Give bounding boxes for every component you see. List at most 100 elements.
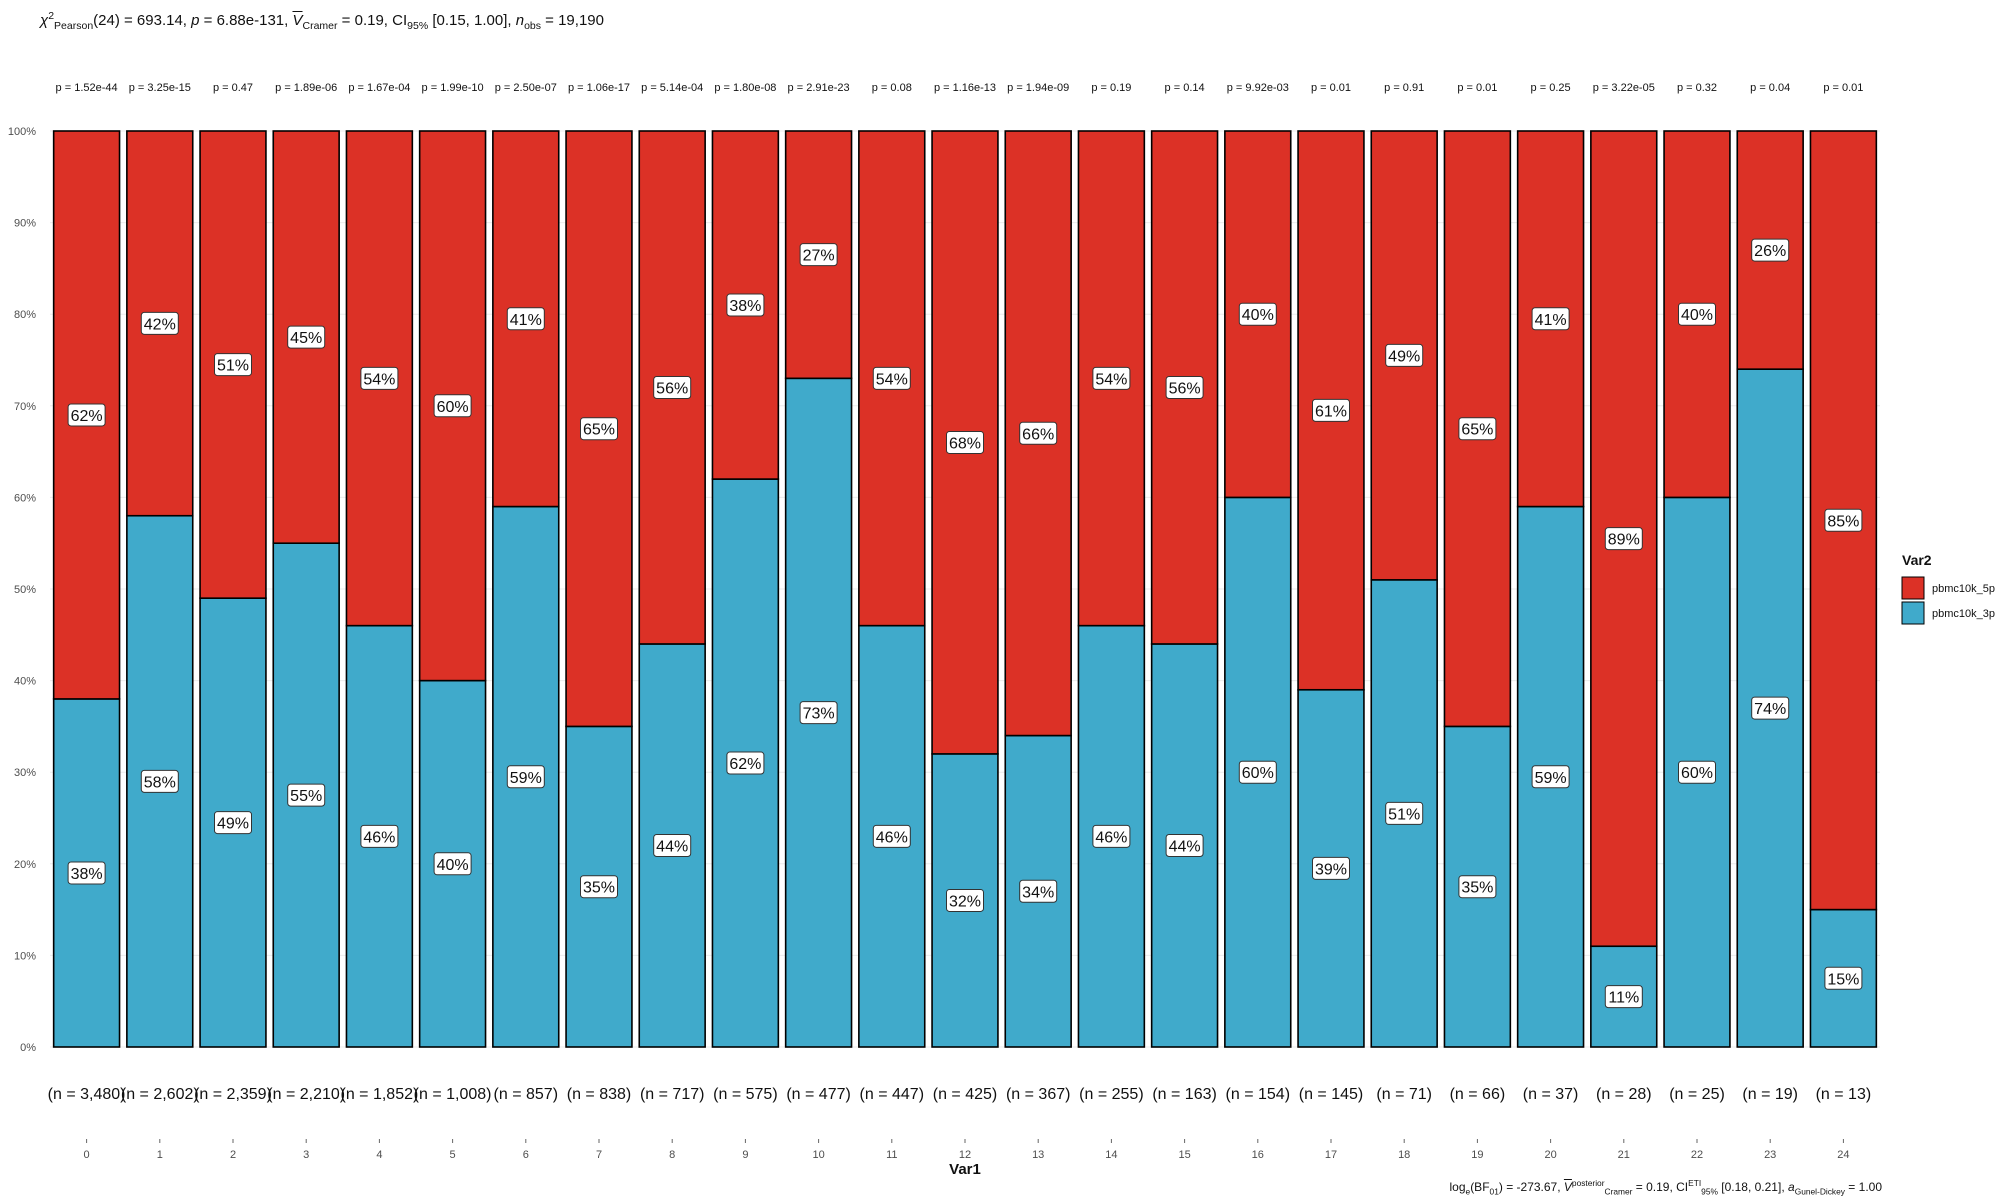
p-value-label: p = 1.06e-17 — [568, 82, 630, 94]
p-value-label: p = 1.16e-13 — [934, 82, 996, 94]
data-label-pbmc10k_3p-box — [1385, 801, 1424, 825]
data-label-pbmc10k_3p-box — [1165, 833, 1204, 857]
data-label-pbmc10k_3p: 60% — [1242, 765, 1274, 782]
y-tick-label: 10% — [14, 950, 36, 962]
data-label-pbmc10k_3p: 46% — [876, 829, 908, 846]
data-label-pbmc10k_5p-box — [67, 403, 106, 427]
n-label: (n = 19) — [1742, 1086, 1798, 1103]
data-label-pbmc10k_3p: 62% — [729, 756, 761, 773]
legend-label: pbmc10k_5p — [1932, 583, 1995, 595]
p-value-label: p = 0.01 — [1457, 82, 1497, 94]
data-label-pbmc10k_5p-box — [214, 353, 252, 377]
chart-caption: loge(BF01) = -273.67, VposteriorCramer =… — [1449, 1178, 1883, 1197]
x-tick-label: 13 — [1032, 1149, 1044, 1161]
bar-segment-pbmc10k_3p — [858, 624, 926, 1048]
x-tick-label: 3 — [303, 1149, 309, 1161]
data-label-pbmc10k_5p-box — [140, 311, 179, 335]
data-label-pbmc10k_3p-box — [580, 875, 618, 899]
p-value-label: p = 0.91 — [1384, 82, 1424, 94]
x-tick-label: 22 — [1691, 1149, 1703, 1161]
p-value-label: p = 0.32 — [1677, 82, 1717, 94]
data-label-pbmc10k_5p: 26% — [1754, 243, 1786, 260]
data-label-pbmc10k_3p-box — [360, 824, 399, 848]
y-tick-label: 30% — [14, 767, 36, 779]
n-label: (n = 66) — [1450, 1086, 1506, 1103]
data-label-pbmc10k_5p-box — [1165, 375, 1204, 399]
data-label-pbmc10k_3p-box — [433, 852, 472, 876]
x-tick-label: 9 — [742, 1149, 748, 1161]
data-label-pbmc10k_3p-box — [726, 751, 765, 775]
chart-subtitle: χ2Pearson(24) = 693.14, p = 6.88e-131, V… — [40, 10, 604, 32]
p-value-label: p = 0.01 — [1823, 82, 1863, 94]
n-label: (n = 425) — [933, 1086, 997, 1103]
data-label-pbmc10k_3p: 38% — [71, 866, 103, 883]
data-label-pbmc10k_3p-box — [1678, 760, 1716, 784]
data-label-pbmc10k_5p-box — [433, 394, 472, 418]
data-label-pbmc10k_5p: 41% — [1535, 312, 1567, 329]
data-label-pbmc10k_3p: 15% — [1827, 971, 1859, 988]
p-value-label: p = 0.47 — [213, 82, 253, 94]
data-label-pbmc10k_3p: 59% — [1535, 770, 1567, 787]
data-label-pbmc10k_5p-box — [1458, 417, 1497, 441]
n-label: (n = 838) — [567, 1086, 631, 1103]
data-label-pbmc10k_3p-box — [799, 701, 838, 725]
p-value-label: p = 1.89e-06 — [275, 82, 337, 94]
x-tick-label: 24 — [1837, 1149, 1849, 1161]
data-label-pbmc10k_3p-box — [1604, 985, 1643, 1009]
x-tick-label: 20 — [1544, 1149, 1556, 1161]
n-label: (n = 3,480) — [48, 1086, 126, 1103]
data-label-pbmc10k_5p: 54% — [1095, 371, 1127, 388]
p-value-label: p = 0.01 — [1311, 82, 1351, 94]
data-label-pbmc10k_5p-box — [1531, 307, 1570, 331]
data-label-pbmc10k_5p: 89% — [1608, 532, 1640, 549]
p-value-label: p = 0.25 — [1531, 82, 1571, 94]
p-value-label: p = 1.94e-09 — [1007, 82, 1069, 94]
data-label-pbmc10k_5p: 65% — [1461, 422, 1493, 439]
data-label-pbmc10k_5p-box — [799, 243, 838, 267]
data-label-pbmc10k_3p-box — [872, 824, 911, 848]
data-label-pbmc10k_3p-box — [287, 783, 326, 807]
data-label-pbmc10k_5p: 40% — [1681, 307, 1713, 324]
data-label-pbmc10k_5p-box — [1385, 343, 1424, 367]
n-label: (n = 1,008) — [414, 1086, 492, 1103]
x-tick-label: 5 — [450, 1149, 456, 1161]
y-tick-label: 80% — [14, 309, 36, 321]
data-label-pbmc10k_5p: 68% — [949, 435, 981, 452]
data-label-pbmc10k_5p-box — [1751, 238, 1790, 262]
data-label-pbmc10k_3p: 60% — [1681, 765, 1713, 782]
data-label-pbmc10k_3p-box — [1824, 966, 1863, 990]
data-label-pbmc10k_3p-box — [1751, 696, 1790, 720]
data-label-pbmc10k_3p: 35% — [1461, 880, 1493, 897]
data-label-pbmc10k_3p: 58% — [144, 774, 176, 791]
data-label-pbmc10k_5p: 56% — [656, 380, 688, 397]
data-label-pbmc10k_5p: 51% — [217, 358, 249, 375]
data-label-pbmc10k_3p-box — [67, 861, 106, 885]
p-value-label: p = 2.50e-07 — [495, 82, 557, 94]
data-label-pbmc10k_5p: 85% — [1827, 513, 1859, 530]
n-label: (n = 71) — [1376, 1086, 1432, 1103]
p-value-label: p = 1.52e-44 — [56, 82, 118, 94]
n-label: (n = 857) — [494, 1086, 558, 1103]
legend-key-pbmc10k_3p — [1901, 601, 1925, 625]
data-label-pbmc10k_5p: 65% — [583, 422, 615, 439]
data-label-pbmc10k_5p-box — [726, 293, 765, 317]
data-label-pbmc10k_5p: 62% — [71, 408, 103, 425]
data-label-pbmc10k_5p-box — [1238, 302, 1277, 326]
x-tick-label: 6 — [523, 1149, 529, 1161]
data-label-pbmc10k_5p: 49% — [1388, 348, 1420, 365]
y-tick-label: 20% — [14, 859, 36, 871]
data-label-pbmc10k_3p: 44% — [656, 838, 688, 855]
data-label-pbmc10k_3p-box — [653, 833, 692, 857]
data-label-pbmc10k_3p: 55% — [290, 788, 322, 805]
data-label-pbmc10k_5p-box — [1092, 366, 1131, 390]
data-label-pbmc10k_5p-box — [1824, 508, 1863, 532]
data-label-pbmc10k_3p-box — [1531, 765, 1570, 789]
data-label-pbmc10k_3p: 49% — [217, 816, 249, 833]
data-label-pbmc10k_3p-box — [506, 765, 545, 789]
p-value-label: p = 3.22e-05 — [1593, 82, 1655, 94]
x-axis-title: Var1 — [949, 1161, 981, 1178]
p-value-label: p = 0.04 — [1750, 82, 1790, 94]
data-label-pbmc10k_3p: 32% — [949, 893, 981, 910]
data-label-pbmc10k_5p: 54% — [876, 371, 908, 388]
